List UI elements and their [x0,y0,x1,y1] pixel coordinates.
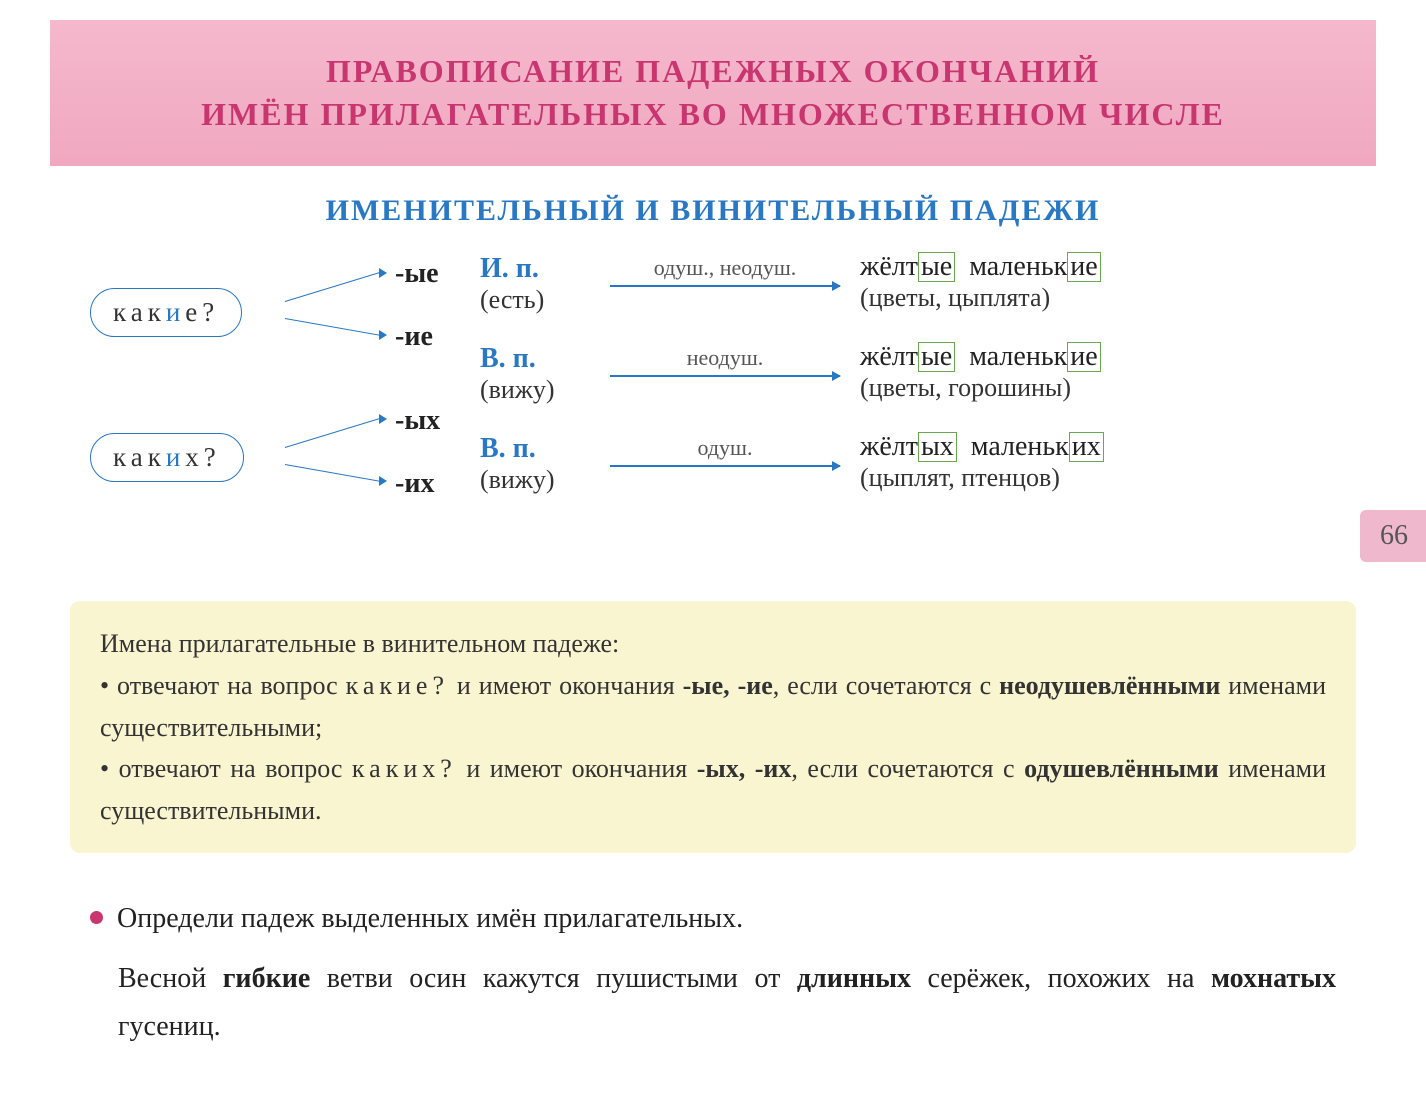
subtitle: ИМЕНИТЕЛЬНЫЙ И ВИНИТЕЛЬНЫЙ ПАДЕЖИ [0,194,1426,228]
arrow-line [285,464,384,482]
animacy-label: неодуш. [655,345,795,371]
question-bubble-kakih: каких? [90,433,244,482]
case-word: (вижу) [480,465,610,495]
case-word: (вижу) [480,375,610,405]
arrow-line [285,272,381,302]
ending-yh: -ых [395,405,440,437]
rule-intro: Имена прилагательные в винительном падеж… [100,623,1326,665]
case-abbr: В. п. [480,433,610,465]
case-row-accusative-animate: В. п. (вижу) одуш. жёлтых маленьких (цып… [480,433,610,495]
arrow-head-icon [379,414,387,424]
exercise-sentence: Весной гибкие ветви осин кажутся пушисты… [118,955,1336,1050]
ending-ye: -ые [395,258,439,290]
ending-ih: -их [395,468,434,500]
rule-bullet-2: • отвечают на вопрос каких? и имеют окон… [100,748,1326,831]
main-title: ПРАВОПИСАНИЕ ПАДЕЖНЫХ ОКОНЧАНИЙ ИМЁН ПРИ… [130,50,1296,136]
exercise-prompt-line: Определи падеж выделенных имён прилагате… [90,895,1336,943]
arrow-line [285,318,384,336]
example-nouns: (цветы, горошины) [860,373,1290,403]
example-nouns: (цветы, цыплята) [860,283,1290,313]
arrow-icon [610,375,840,377]
arrow-line [285,418,381,448]
question-bubble-kakie: какие? [90,288,242,337]
arrow-head-icon [379,476,387,486]
cases-column: И. п. (есть) одуш., неодуш. жёлтые мален… [480,263,1366,553]
case-abbr: И. п. [480,253,610,285]
rule-bullet-1: • отвечают на вопрос какие? и имеют окон… [100,665,1326,748]
ending-ie: -ие [395,321,433,353]
case-label: В. п. (вижу) [480,433,610,495]
example-block: жёлтые маленькие (цветы, цыплята) [860,251,1290,313]
case-row-accusative-inanimate: В. п. (вижу) неодуш. жёлтые маленькие (ц… [480,343,610,405]
arrow-icon [610,465,840,467]
example-adjectives: жёлтых маленьких [860,431,1290,463]
animacy-label: одуш., неодуш. [630,255,820,281]
arrow-icon [610,285,840,287]
exercise-prompt: Определи падеж выделенных имён прилагате… [117,903,743,934]
title-line-2: ИМЁН ПРИЛАГАТЕЛЬНЫХ ВО МНОЖЕСТВЕННОМ ЧИС… [201,96,1225,132]
arrow-head-icon [379,330,387,340]
case-word: (есть) [480,285,610,315]
case-row-nominative: И. п. (есть) одуш., неодуш. жёлтые мален… [480,253,610,315]
animacy-label: одуш. [665,435,785,461]
rule-box: Имена прилагательные в винительном падеж… [70,601,1356,853]
page-number-tab: 66 [1360,510,1426,562]
example-nouns: (цыплят, птенцов) [860,463,1290,493]
case-label: В. п. (вижу) [480,343,610,405]
example-block: жёлтых маленьких (цыплят, птенцов) [860,431,1290,493]
arrow-head-icon [379,268,387,278]
case-label: И. п. (есть) [480,253,610,315]
title-line-1: ПРАВОПИСАНИЕ ПАДЕЖНЫХ ОКОНЧАНИЙ [326,53,1100,89]
exercise-block: Определи падеж выделенных имён прилагате… [90,895,1336,1050]
example-block: жёлтые маленькие (цветы, горошины) [860,341,1290,403]
bullet-dot-icon [90,911,103,924]
example-adjectives: жёлтые маленькие [860,341,1290,373]
case-abbr: В. п. [480,343,610,375]
example-adjectives: жёлтые маленькие [860,251,1290,283]
questions-column: какие? каких? -ые -ие -ых -их [60,263,480,553]
main-title-banner: ПРАВОПИСАНИЕ ПАДЕЖНЫХ ОКОНЧАНИЙ ИМЁН ПРИ… [50,20,1376,166]
grammar-diagram: какие? каких? -ые -ие -ых -их И. п. (ест… [0,263,1426,553]
